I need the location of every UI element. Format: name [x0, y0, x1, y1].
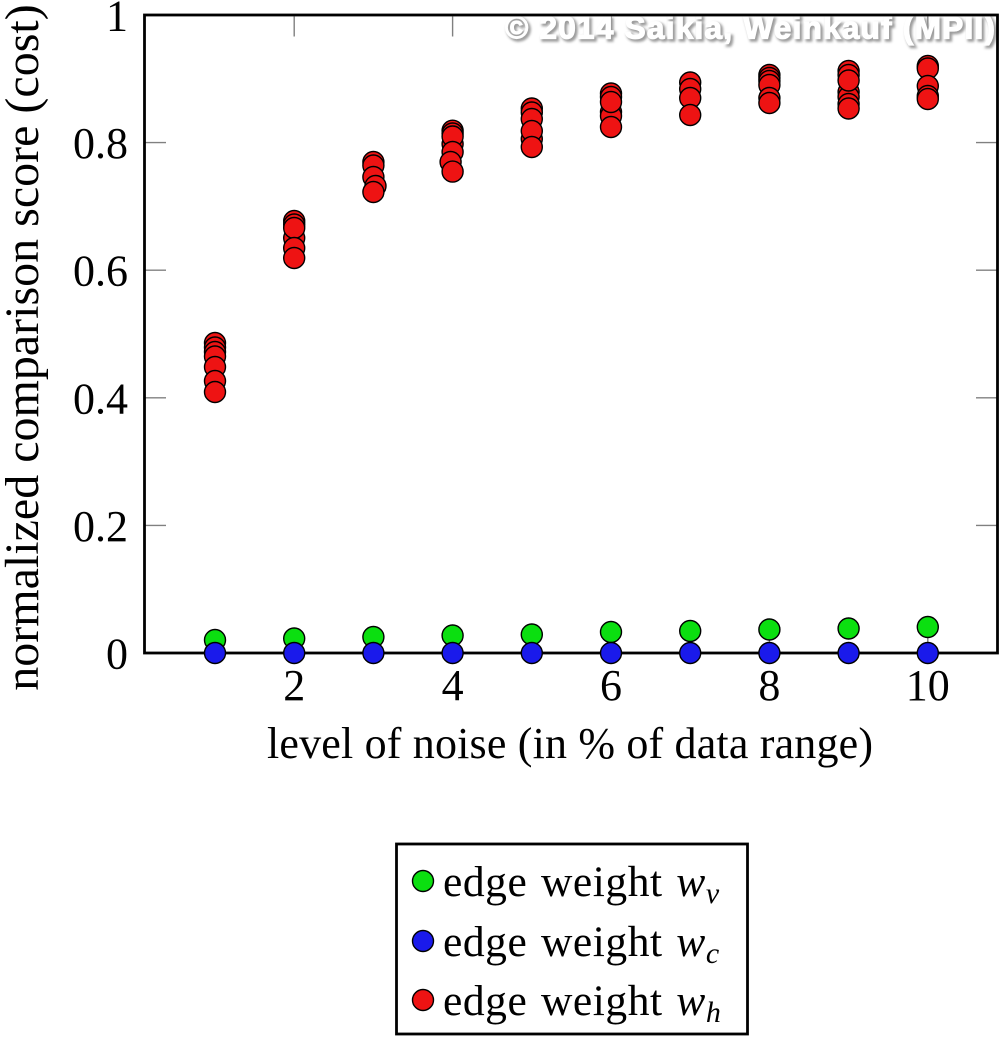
svg-text:6: 6	[600, 661, 622, 710]
svg-text:10: 10	[906, 661, 950, 710]
svg-text:4: 4	[442, 661, 464, 710]
svg-text:normalized comparison score (c: normalized comparison score (cost)	[0, 4, 49, 690]
svg-text:2: 2	[283, 661, 305, 710]
svg-text:edge weight wh: edge weight wh	[443, 977, 721, 1029]
svg-text:0.4: 0.4	[73, 374, 128, 423]
svg-text:0.6: 0.6	[73, 247, 128, 296]
svg-text:0.8: 0.8	[73, 119, 128, 168]
svg-text:0.2: 0.2	[73, 502, 128, 551]
svg-text:0: 0	[106, 630, 128, 679]
svg-text:1: 1	[106, 0, 128, 41]
svg-text:© 2014 Saikia, Weinkauf (MPII): © 2014 Saikia, Weinkauf (MPII)	[507, 12, 997, 48]
svg-text:level of noise (in % of data r: level of noise (in % of data range)	[267, 719, 873, 768]
svg-text:8: 8	[758, 661, 780, 710]
svg-text:edge weight wv: edge weight wv	[443, 858, 720, 910]
svg-text:edge weight wc: edge weight wc	[443, 918, 720, 970]
